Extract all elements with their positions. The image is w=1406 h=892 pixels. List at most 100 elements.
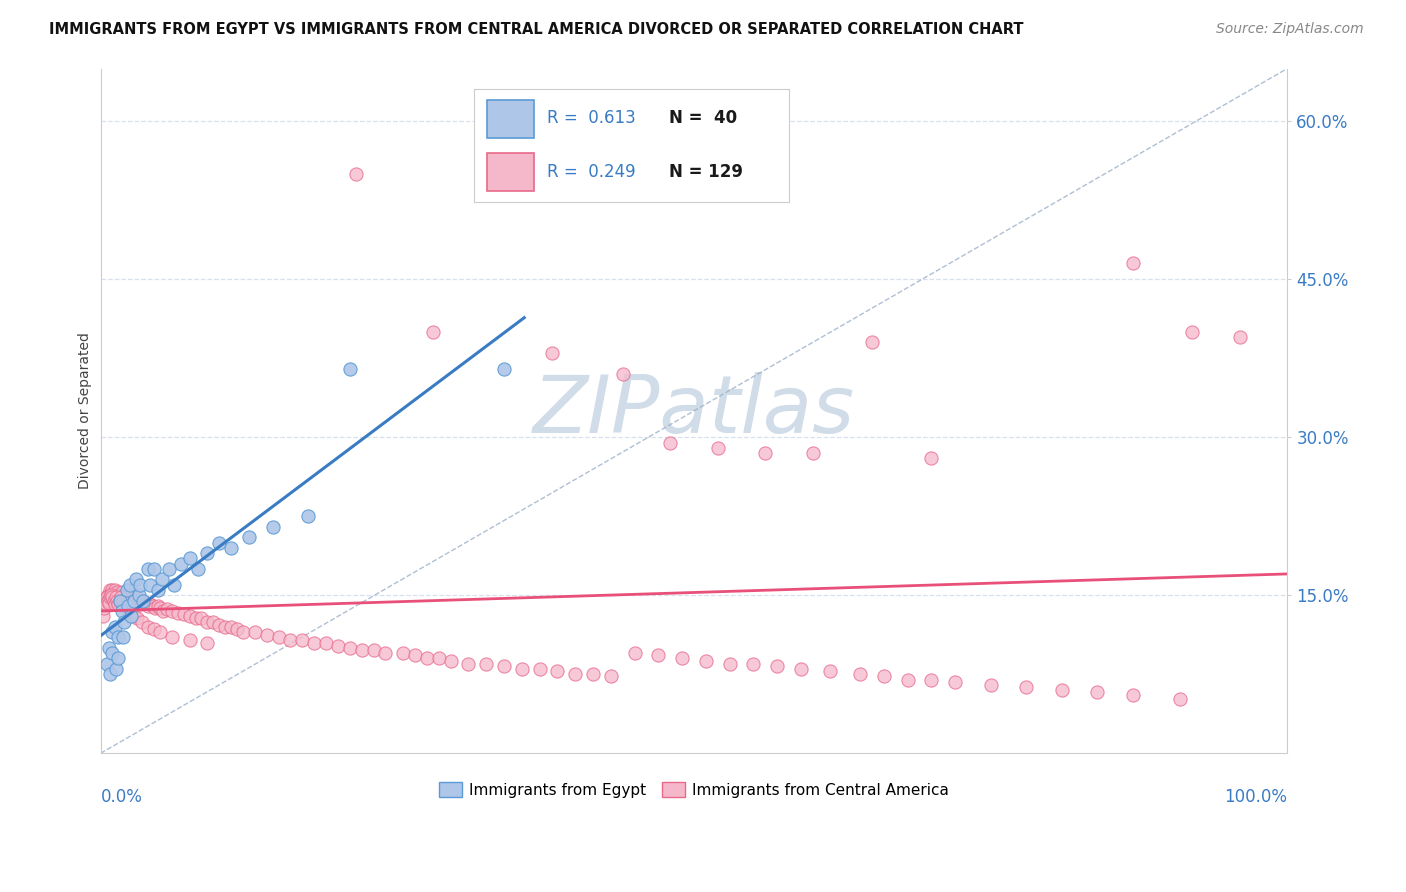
Point	[114, 591, 136, 605]
Point	[104, 597, 127, 611]
Point	[96, 591, 118, 605]
Point	[363, 643, 385, 657]
Point	[150, 573, 173, 587]
Point	[98, 596, 121, 610]
Point	[754, 446, 776, 460]
Point	[112, 615, 135, 629]
Text: 100.0%: 100.0%	[1225, 788, 1288, 805]
Point	[98, 667, 121, 681]
Point	[262, 520, 284, 534]
Point	[91, 609, 114, 624]
Point	[136, 620, 159, 634]
Point	[440, 654, 463, 668]
Point	[404, 648, 426, 663]
Point	[115, 582, 138, 597]
Point	[117, 593, 139, 607]
Point	[93, 601, 115, 615]
Point	[146, 582, 169, 597]
Point	[128, 588, 150, 602]
Text: ZIPatlas: ZIPatlas	[533, 372, 855, 450]
Point	[416, 651, 439, 665]
Point	[108, 593, 131, 607]
Point	[143, 622, 166, 636]
Legend: Immigrants from Egypt, Immigrants from Central America: Immigrants from Egypt, Immigrants from C…	[433, 776, 955, 804]
Point	[101, 591, 124, 605]
Point	[820, 664, 842, 678]
Point	[529, 662, 551, 676]
Point	[160, 631, 183, 645]
Point	[475, 657, 498, 671]
Point	[943, 674, 966, 689]
Point	[582, 667, 605, 681]
Point	[790, 662, 813, 676]
Point	[107, 651, 129, 665]
Point	[120, 578, 142, 592]
Point	[546, 664, 568, 678]
Point	[115, 591, 138, 606]
Text: Source: ZipAtlas.com: Source: ZipAtlas.com	[1216, 22, 1364, 37]
Point	[122, 593, 145, 607]
Point	[94, 596, 117, 610]
Point	[108, 588, 131, 602]
Point	[146, 599, 169, 613]
Point	[197, 546, 219, 560]
Point	[540, 346, 562, 360]
Point	[104, 620, 127, 634]
Point	[94, 593, 117, 607]
Point	[98, 591, 121, 605]
Point	[112, 593, 135, 607]
Point	[128, 593, 150, 607]
Point	[101, 646, 124, 660]
Point	[160, 604, 183, 618]
Point	[105, 593, 128, 607]
Point	[197, 635, 219, 649]
Point	[860, 335, 883, 350]
Point	[647, 648, 669, 663]
Point	[143, 562, 166, 576]
Point	[107, 596, 129, 610]
Point	[226, 622, 249, 636]
Point	[1170, 691, 1192, 706]
Point	[392, 646, 415, 660]
Point	[127, 611, 149, 625]
Point	[170, 557, 193, 571]
Point	[100, 586, 122, 600]
Point	[132, 593, 155, 607]
Point	[97, 591, 120, 606]
Point	[149, 625, 172, 640]
Point	[179, 632, 201, 647]
Point	[105, 585, 128, 599]
Point	[105, 588, 128, 602]
Point	[766, 658, 789, 673]
Point	[339, 361, 361, 376]
Point	[374, 646, 396, 660]
Point	[1122, 689, 1144, 703]
Point	[208, 535, 231, 549]
Point	[110, 591, 132, 605]
Point	[132, 593, 155, 607]
Point	[208, 617, 231, 632]
Point	[97, 593, 120, 607]
Point	[510, 662, 533, 676]
Text: 0.0%: 0.0%	[101, 788, 142, 805]
Point	[112, 593, 135, 607]
Point	[280, 632, 302, 647]
Point	[112, 599, 135, 613]
Point	[120, 609, 142, 624]
Point	[136, 562, 159, 576]
Point	[143, 601, 166, 615]
Point	[184, 611, 207, 625]
Point	[219, 541, 242, 555]
Point	[110, 591, 132, 605]
Point	[326, 639, 349, 653]
Point	[494, 361, 516, 376]
Point	[190, 611, 212, 625]
Point	[163, 578, 186, 592]
Point	[179, 609, 201, 624]
Point	[1181, 325, 1204, 339]
Point	[197, 615, 219, 629]
Point	[98, 582, 121, 597]
Point	[103, 586, 125, 600]
Point	[457, 657, 479, 671]
Point	[108, 593, 131, 607]
